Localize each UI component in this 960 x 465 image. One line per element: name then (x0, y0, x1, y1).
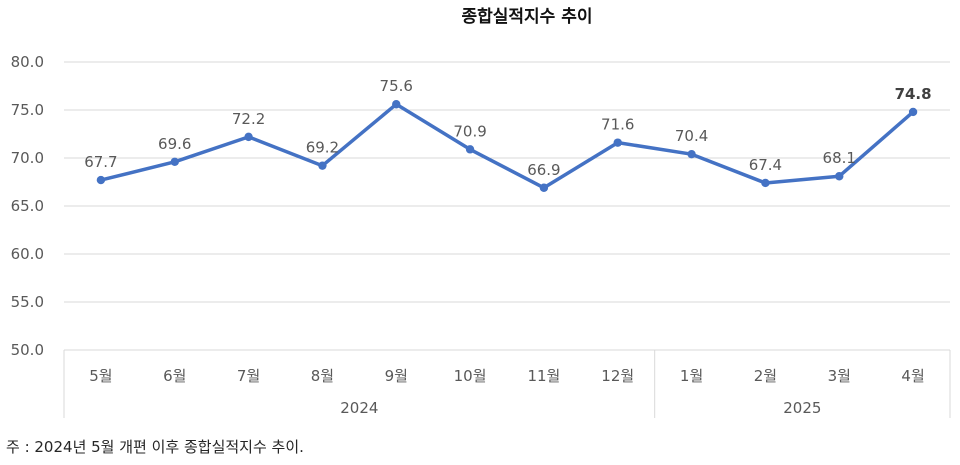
x-tick-label: 8월 (311, 367, 334, 385)
x-tick-label: 11월 (527, 367, 560, 385)
data-label: 69.2 (306, 139, 339, 157)
data-label: 74.8 (895, 85, 932, 103)
x-tick-label: 6월 (163, 367, 186, 385)
data-point (613, 138, 622, 147)
x-tick-label: 4월 (901, 367, 924, 385)
x-tick-label: 9월 (385, 367, 408, 385)
year-label: 2025 (783, 399, 821, 417)
x-axis-ticks: 5월 6월 7월 8월 9월 10월 11월 12월 1월 2월 3월 4월 (89, 367, 925, 385)
data-label: 66.9 (527, 161, 560, 179)
data-label: 69.6 (158, 135, 191, 153)
year-group-labels: 2024 2025 (340, 399, 821, 417)
data-label: 72.2 (232, 110, 265, 128)
data-point (170, 157, 179, 167)
x-tick-label: 10월 (454, 367, 487, 385)
data-label: 71.6 (601, 116, 634, 134)
y-tick-label: 65.0 (11, 197, 44, 215)
data-point (687, 149, 696, 159)
data-label: 67.7 (84, 153, 117, 171)
data-labels: 67.7 69.6 72.2 69.2 75.6 70.9 66.9 71.6 70.4 67.4… (84, 77, 931, 179)
data-point (392, 100, 401, 109)
series-polyline (99, 102, 915, 190)
y-tick-label: 60.0 (11, 245, 44, 263)
footnote: 주 : 2024년 5월 개편 이후 종합실적지수 추이. (6, 438, 304, 456)
data-label: 67.4 (749, 156, 782, 174)
x-tick-label: 7월 (237, 367, 260, 385)
x-tick-label: 3월 (828, 367, 851, 385)
data-label: 70.9 (453, 122, 486, 140)
year-label: 2024 (340, 399, 378, 417)
y-tick-label: 55.0 (11, 293, 44, 311)
y-tick-label: 50.0 (11, 341, 44, 359)
data-point (465, 145, 475, 154)
data-point (761, 178, 770, 188)
x-tick-label: 5월 (89, 367, 112, 385)
y-tick-label: 70.0 (11, 149, 44, 167)
y-axis-ticks: 50.0 55.0 60.0 65.0 70.0 75.0 80.0 (11, 53, 44, 359)
category-axis (63, 350, 951, 418)
y-tick-label: 75.0 (11, 101, 44, 119)
data-point (908, 107, 918, 117)
series-line (99, 102, 915, 190)
data-point (96, 175, 106, 185)
data-point (318, 161, 327, 170)
y-tick-label: 80.0 (11, 53, 44, 71)
x-tick-label: 1월 (680, 367, 703, 385)
data-label: 75.6 (380, 77, 413, 95)
grid-lines (64, 61, 950, 351)
x-tick-label: 2월 (754, 367, 777, 385)
data-point (539, 183, 549, 192)
x-tick-label: 12월 (601, 367, 634, 385)
data-point (835, 172, 844, 181)
chart-title: 종합실적지수 추이 (461, 6, 592, 27)
data-points (96, 100, 918, 192)
data-label: 68.1 (823, 149, 856, 167)
data-point (244, 132, 253, 142)
line-chart: 종합실적지수 추이 50.0 55.0 60.0 65.0 70.0 75.0 80.0 5… (11, 6, 951, 418)
data-label: 70.4 (675, 127, 708, 145)
